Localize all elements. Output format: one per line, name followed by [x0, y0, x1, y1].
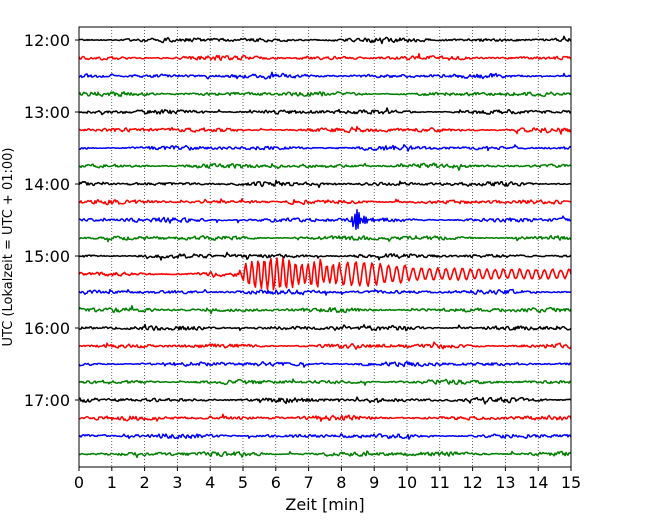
x-tick-label: 1 — [107, 473, 117, 492]
x-tick-label: 8 — [336, 473, 346, 492]
trace-1415 — [78, 198, 572, 206]
trace-1315 — [79, 125, 572, 135]
x-tick-label: 6 — [271, 473, 281, 492]
x-axis-label: Zeit [min] — [285, 495, 364, 514]
trace-1300 — [78, 107, 572, 116]
y-axis-label: UTC (Lokalzeit = UTC + 01:00) — [1, 148, 16, 347]
y-tick-label: 13:00 — [24, 103, 70, 122]
x-tick-label: 0 — [74, 473, 84, 492]
trace-1400 — [78, 179, 572, 189]
seismogram-traces — [78, 35, 572, 459]
trace-1630 — [78, 360, 572, 368]
x-tick-label: 3 — [172, 473, 182, 492]
plot-frame — [78, 26, 572, 468]
trace-1600 — [78, 323, 572, 332]
x-tick-label: 11 — [430, 473, 450, 492]
trace-1700 — [78, 396, 572, 405]
x-axis-ticks: 0 1 2 3 4 5 6 7 8 9 10 11 12 13 14 15 — [74, 467, 581, 492]
x-tick-label: 4 — [205, 473, 215, 492]
x-tick-label: 7 — [304, 473, 314, 492]
x-tick-label: 15 — [561, 473, 581, 492]
x-tick-label: 2 — [140, 473, 150, 492]
trace-1745 — [78, 450, 572, 459]
y-tick-label: 17:00 — [24, 391, 70, 410]
trace-1445 — [79, 234, 572, 243]
x-tick-label: 9 — [369, 473, 379, 492]
x-tick-label: 5 — [238, 473, 248, 492]
x-tick-label: 10 — [397, 473, 417, 492]
y-tick-label: 16:00 — [24, 319, 70, 338]
trace-1615 — [78, 341, 572, 350]
trace-1715 — [78, 413, 572, 422]
y-tick-label: 12:00 — [24, 31, 70, 50]
trace-1515 — [78, 257, 572, 291]
trace-1500 — [78, 251, 572, 261]
trace-1345 — [78, 162, 572, 171]
trace-1645 — [78, 378, 572, 386]
y-tick-label: 15:00 — [24, 247, 70, 266]
trace-1215 — [78, 52, 572, 61]
trace-1730 — [78, 433, 572, 440]
y-tick-label: 14:00 — [24, 175, 70, 194]
trace-1200 — [78, 35, 572, 45]
x-tick-label: 12 — [462, 473, 482, 492]
trace-1330 — [78, 144, 572, 152]
x-tick-label: 14 — [528, 473, 548, 492]
trace-1545 — [78, 305, 572, 315]
trace-1245 — [78, 90, 572, 98]
vertical-grid — [111, 27, 539, 467]
trace-1230 — [78, 71, 572, 80]
trace-1530 — [78, 288, 572, 296]
y-axis-ticks: 12:00 13:00 14:00 15:00 16:00 17:00 — [24, 31, 79, 410]
trace-1430 — [78, 209, 572, 231]
x-tick-label: 13 — [495, 473, 515, 492]
